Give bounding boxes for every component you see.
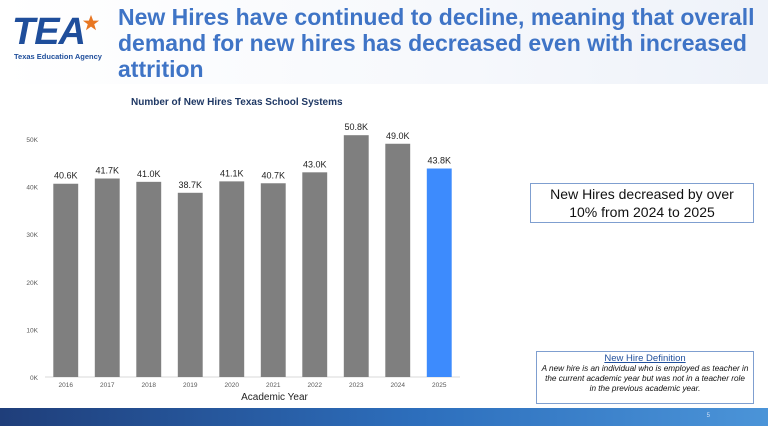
x-tick-label: 2025 <box>432 382 447 389</box>
logo-subtitle: Texas Education Agency <box>14 52 102 61</box>
data-label: 43.0K <box>303 159 327 169</box>
y-tick-label: 10K <box>26 327 38 334</box>
bar <box>94 178 120 377</box>
data-label: 41.0K <box>137 169 161 179</box>
x-tick-label: 2024 <box>391 382 406 389</box>
bar <box>219 181 245 377</box>
chart-title: Number of New Hires Texas School Systems <box>131 97 343 108</box>
data-label: 40.7K <box>261 170 285 180</box>
bar <box>302 172 328 377</box>
x-tick-label: 2023 <box>349 382 364 389</box>
x-tick-label: 2017 <box>100 382 115 389</box>
bar <box>426 168 452 377</box>
data-label: 41.1K <box>220 168 244 178</box>
callout-text: New Hires decreased by over 10% from 202… <box>550 186 734 220</box>
x-tick-label: 2020 <box>225 382 240 389</box>
y-tick-label: 50K <box>26 137 38 144</box>
data-label: 49.0K <box>386 131 410 141</box>
footer-band <box>0 408 768 426</box>
star-icon <box>82 14 100 31</box>
bar <box>177 192 203 377</box>
data-label: 40.6K <box>54 171 78 181</box>
data-label: 43.8K <box>427 156 451 166</box>
data-label: 50.8K <box>344 122 368 132</box>
x-tick-label: 2018 <box>142 382 157 389</box>
bar <box>136 181 162 377</box>
y-tick-label: 40K <box>26 185 38 192</box>
y-tick-label: 0K <box>30 375 39 382</box>
callout-box: New Hires decreased by over 10% from 202… <box>530 183 754 223</box>
logo-letters: TEA <box>12 11 86 53</box>
page-number: 5 <box>706 413 710 419</box>
data-label: 41.7K <box>95 166 119 176</box>
header-band <box>0 0 768 84</box>
definition-box: New Hire Definition A new hire is an ind… <box>536 351 754 404</box>
x-axis-title: Academic Year <box>241 392 308 403</box>
bar <box>385 143 411 377</box>
x-tick-label: 2019 <box>183 382 198 389</box>
y-tick-label: 30K <box>26 232 38 239</box>
slide-title: New Hires have continued to decline, mea… <box>118 4 755 82</box>
x-tick-label: 2022 <box>308 382 323 389</box>
x-tick-label: 2016 <box>59 382 74 389</box>
definition-title: New Hire Definition <box>604 353 686 364</box>
definition-text: A new hire is an individual who is emplo… <box>541 364 749 393</box>
bar <box>53 183 79 377</box>
tea-logo: TEA Texas Education Agency <box>12 12 108 62</box>
bar <box>343 135 369 377</box>
y-tick-label: 20K <box>26 280 38 287</box>
bar <box>260 183 286 377</box>
x-tick-label: 2021 <box>266 382 281 389</box>
data-label: 38.7K <box>178 180 202 190</box>
